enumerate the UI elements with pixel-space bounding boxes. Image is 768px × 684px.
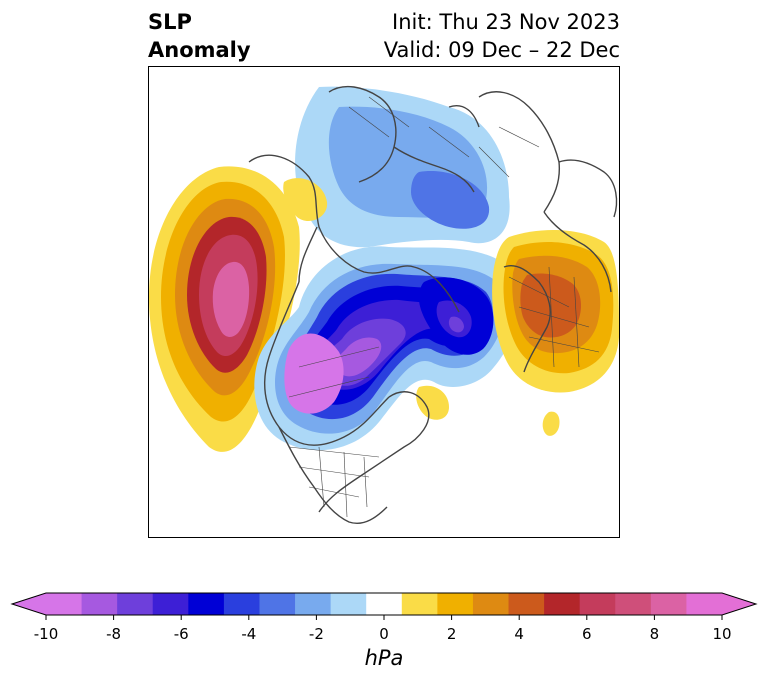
borders bbox=[288, 96, 600, 518]
colorbar-tick-label: -10 bbox=[33, 625, 59, 643]
labrador-warm-patch bbox=[416, 385, 449, 420]
colorbar-tick-label: 6 bbox=[582, 625, 592, 643]
colorbar-swatch bbox=[437, 593, 474, 615]
colorbar-tick-label: 8 bbox=[649, 625, 660, 643]
colorbar-swatch bbox=[579, 593, 616, 615]
colorbar-swatch bbox=[117, 593, 154, 615]
colorbar-tick-label: 0 bbox=[379, 625, 389, 643]
colorbar-tick-label: -4 bbox=[241, 625, 257, 643]
colorbar-swatch bbox=[152, 593, 189, 615]
colorbar-swatch bbox=[295, 593, 332, 615]
colorbar-swatch bbox=[46, 593, 83, 615]
anomaly-map bbox=[149, 67, 619, 537]
colorbar-swatch bbox=[472, 593, 510, 615]
colorbar-extend-max bbox=[722, 593, 756, 615]
colorbar-swatch bbox=[544, 593, 581, 615]
title-line-2: Anomaly bbox=[148, 38, 251, 62]
colorbar-swatch bbox=[223, 593, 260, 615]
colorbar bbox=[10, 592, 758, 620]
colorbar-swatch bbox=[366, 593, 403, 615]
title-line-1: SLP bbox=[148, 10, 192, 34]
colorbar-swatch bbox=[508, 593, 545, 615]
colorbar-swatch bbox=[401, 593, 438, 615]
map-title: SLP Anomaly bbox=[148, 8, 251, 64]
colorbar-swatch bbox=[259, 593, 296, 615]
colorbar-tick-label: 4 bbox=[514, 625, 524, 643]
date-info: Init: Thu 23 Nov 2023 Valid: 09 Dec – 22… bbox=[384, 8, 620, 64]
colorbar-tick-label: 2 bbox=[446, 625, 457, 643]
init-date: Init: Thu 23 Nov 2023 bbox=[392, 10, 620, 34]
arctic-negative-anomaly bbox=[295, 86, 510, 248]
colorbar-extend-min bbox=[12, 593, 46, 615]
coastlines bbox=[248, 85, 618, 524]
north-pacific-high-anomaly bbox=[149, 166, 300, 452]
colorbar-swatch bbox=[650, 593, 687, 615]
colorbar-tick-label: 10 bbox=[712, 625, 732, 643]
colorbar-swatch bbox=[188, 593, 225, 615]
map-panel bbox=[148, 66, 620, 538]
colorbar-swatch bbox=[81, 593, 118, 615]
colorbar-tick-label: -2 bbox=[308, 625, 324, 643]
colorbar-swatch bbox=[615, 593, 652, 615]
valid-date-range: Valid: 09 Dec – 22 Dec bbox=[383, 38, 620, 62]
colorbar-tick-label: -6 bbox=[173, 625, 189, 643]
colorbar-swatch bbox=[686, 593, 723, 615]
colorbar-tick-label: -8 bbox=[106, 625, 122, 643]
colorbar-unit-label: hPa bbox=[364, 646, 404, 670]
barents-low-anomaly bbox=[419, 277, 494, 355]
colorbar-swatch bbox=[330, 593, 367, 615]
